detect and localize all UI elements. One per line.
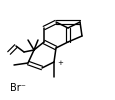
Text: +: + xyxy=(56,60,62,66)
Text: Br⁻: Br⁻ xyxy=(10,83,26,93)
